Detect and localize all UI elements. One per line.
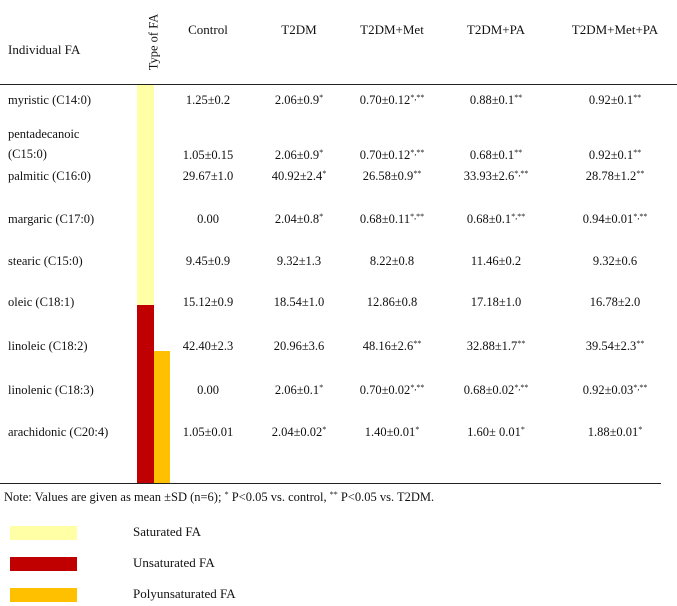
- header-t2dm-met: T2DM+Met: [360, 22, 424, 37]
- fa-name: arachidonic (C20:4): [8, 425, 109, 439]
- value-t2dm-pa: 17.18±1.0: [470, 295, 522, 309]
- legend-swatch-saturated: [10, 526, 77, 540]
- value-t2dm: 40.92±2.4*: [271, 169, 327, 183]
- value-t2dm: 2.06±0.9*: [274, 93, 324, 107]
- value-t2dm-pa: 11.46±0.2: [470, 254, 522, 268]
- value-control: 29.67±1.0: [182, 169, 234, 183]
- value-t2dm-pa: 0.68±0.1*,**: [466, 212, 526, 226]
- header-t2dm: T2DM: [281, 22, 317, 37]
- value-t2dm-met-pa: 9.32±0.6: [592, 254, 638, 268]
- value-control: 1.25±0.2: [185, 93, 231, 107]
- saturated-fa-bar: [137, 85, 154, 305]
- value-t2dm-met-pa: 16.78±2.0: [589, 295, 641, 309]
- header-individual-fa: Individual FA: [8, 42, 81, 57]
- value-t2dm-met: 0.70±0.12*,**: [359, 148, 425, 162]
- fa-name: oleic (C18:1): [8, 295, 75, 309]
- value-t2dm: 2.06±0.9*: [274, 148, 324, 162]
- header-control: Control: [188, 22, 228, 37]
- value-t2dm-pa: 1.60± 0.01*: [467, 425, 525, 439]
- value-control: 0.00: [197, 383, 219, 397]
- unsaturated-fa-bar: [137, 305, 154, 483]
- value-t2dm-met: 26.58±0.9**: [362, 169, 422, 183]
- value-t2dm-pa: 0.68±0.1**: [469, 148, 523, 162]
- value-control: 0.00: [197, 212, 219, 226]
- value-t2dm: 2.06±0.1*: [274, 383, 324, 397]
- value-t2dm-pa: 32.88±1.7**: [466, 339, 526, 353]
- header-type-of-fa: Type of FA: [146, 13, 160, 71]
- value-t2dm-met-pa: 39.54±2.3**: [585, 339, 645, 353]
- fa-name: stearic (C15:0): [8, 254, 83, 268]
- value-t2dm-met-pa: 0.92±0.1**: [588, 93, 642, 107]
- table-top-rule: [0, 84, 677, 85]
- value-control: 1.05±0.15: [182, 148, 234, 162]
- value-t2dm: 2.04±0.8*: [274, 212, 324, 226]
- value-t2dm-met-pa: 1.88±0.01*: [587, 425, 643, 439]
- value-t2dm-met: 12.86±0.8: [366, 295, 418, 309]
- fa-name: linolenic (C18:3): [8, 383, 94, 397]
- fa-name: pentadecanoic (C15:0): [8, 127, 80, 161]
- table-note: Note: Values are given as mean ±SD (n=6)…: [4, 490, 435, 504]
- fa-name: palmitic (C16:0): [8, 169, 91, 183]
- value-t2dm-met-pa: 28.78±1.2**: [585, 169, 645, 183]
- value-t2dm-met-pa: 0.92±0.03*,**: [582, 383, 648, 397]
- value-t2dm-met: 0.70±0.12*,**: [359, 93, 425, 107]
- fa-name: myristic (C14:0): [8, 93, 91, 107]
- value-t2dm-met: 1.40±0.01*: [364, 425, 420, 439]
- polyunsaturated-fa-bar: [154, 351, 170, 483]
- value-control: 15.12±0.9: [182, 295, 234, 309]
- header-t2dm-pa: T2DM+PA: [466, 22, 526, 37]
- value-t2dm-met: 0.70±0.02*,**: [359, 383, 425, 397]
- table-bottom-rule: [0, 483, 661, 484]
- legend-label-unsaturated: Unsaturated FA: [133, 555, 215, 570]
- value-t2dm-met-pa: 0.92±0.1**: [588, 148, 642, 162]
- value-control: 9.45±0.9: [185, 254, 231, 268]
- value-t2dm-met-pa: 0.94±0.01*,**: [582, 212, 648, 226]
- legend-swatch-polyunsaturated: [10, 588, 77, 602]
- value-control: 42.40±2.3: [182, 339, 234, 353]
- legend-swatch-unsaturated: [10, 557, 77, 571]
- value-control: 1.05±0.01: [182, 425, 234, 439]
- value-t2dm: 20.96±3.6: [273, 339, 325, 353]
- value-t2dm-met: 8.22±0.8: [369, 254, 415, 268]
- value-t2dm-met: 0.68±0.11*,**: [359, 212, 425, 226]
- value-t2dm-met: 48.16±2.6**: [362, 339, 422, 353]
- value-t2dm-pa: 33.93±2.6*,**: [463, 169, 529, 183]
- value-t2dm-pa: 0.68±0.02*,**: [463, 383, 529, 397]
- value-t2dm: 18.54±1.0: [273, 295, 325, 309]
- legend-label-saturated: Saturated FA: [133, 524, 201, 539]
- fa-name: linoleic (C18:2): [8, 339, 88, 353]
- value-t2dm-pa: 0.88±0.1**: [469, 93, 523, 107]
- legend-label-polyunsaturated: Polyunsaturated FA: [133, 586, 236, 601]
- value-t2dm: 9.32±1.3: [276, 254, 322, 268]
- header-t2dm-met-pa: T2DM+Met+PA: [571, 22, 659, 37]
- fa-name: margaric (C17:0): [8, 212, 95, 226]
- value-t2dm: 2.04±0.02*: [271, 425, 327, 439]
